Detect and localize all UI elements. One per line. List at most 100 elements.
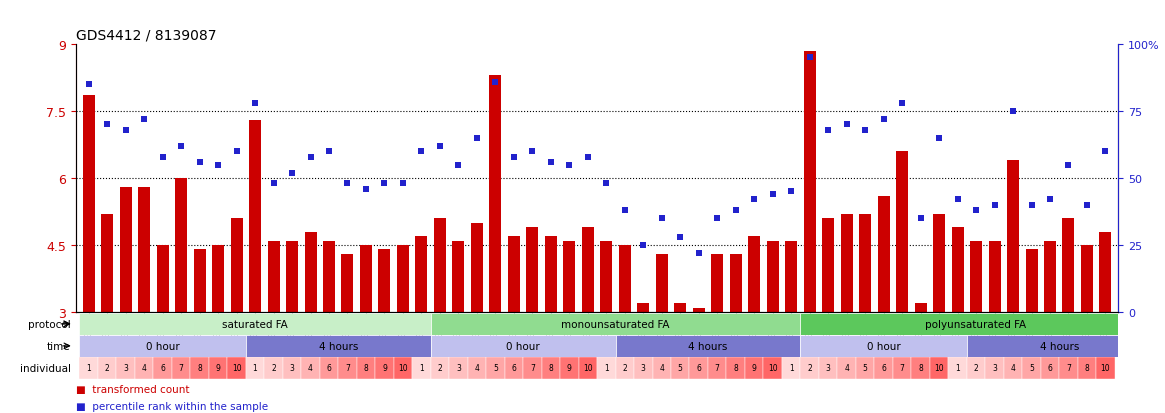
Bar xyxy=(135,357,154,379)
Text: monounsaturated FA: monounsaturated FA xyxy=(562,319,670,329)
Text: 10: 10 xyxy=(768,363,777,373)
Text: 1: 1 xyxy=(603,363,608,373)
Point xyxy=(190,159,209,166)
Bar xyxy=(744,357,763,379)
Bar xyxy=(209,357,227,379)
Point xyxy=(542,159,560,166)
Bar xyxy=(656,254,668,312)
Point xyxy=(579,154,598,161)
Text: 10: 10 xyxy=(398,363,408,373)
Bar xyxy=(360,245,372,312)
Bar xyxy=(841,214,853,312)
Text: 6: 6 xyxy=(697,363,701,373)
Point xyxy=(264,180,283,187)
Text: 5: 5 xyxy=(493,363,497,373)
Bar xyxy=(231,218,242,312)
Bar xyxy=(79,335,246,357)
Point xyxy=(431,143,450,150)
Bar xyxy=(763,357,782,379)
Text: 0 hour: 0 hour xyxy=(507,341,541,351)
Bar xyxy=(156,245,169,312)
Text: 1: 1 xyxy=(419,363,424,373)
Point xyxy=(79,82,98,88)
Bar xyxy=(545,237,557,312)
Text: 6: 6 xyxy=(881,363,887,373)
Text: 1: 1 xyxy=(955,363,960,373)
Text: 8: 8 xyxy=(918,363,923,373)
Bar xyxy=(619,245,630,312)
Text: 4: 4 xyxy=(1010,363,1016,373)
Point xyxy=(449,162,467,169)
Text: 9: 9 xyxy=(382,363,387,373)
Bar xyxy=(450,357,467,379)
Point xyxy=(209,162,227,169)
Point xyxy=(302,154,320,161)
Text: 1: 1 xyxy=(86,363,91,373)
Bar xyxy=(227,357,246,379)
Text: 6: 6 xyxy=(511,363,516,373)
Text: 8: 8 xyxy=(1085,363,1089,373)
Bar xyxy=(967,357,986,379)
Text: 5: 5 xyxy=(678,363,683,373)
Point xyxy=(523,149,542,155)
Text: 6: 6 xyxy=(1047,363,1052,373)
Point xyxy=(135,116,154,123)
Point xyxy=(800,55,819,62)
Text: GDS4412 / 8139087: GDS4412 / 8139087 xyxy=(76,28,217,43)
Bar xyxy=(268,241,280,312)
Bar xyxy=(892,357,911,379)
Text: 9: 9 xyxy=(567,363,572,373)
Bar xyxy=(175,178,188,312)
Text: 10: 10 xyxy=(934,363,944,373)
Text: 2: 2 xyxy=(807,363,812,373)
Point xyxy=(1022,202,1040,209)
Point xyxy=(246,100,264,107)
Bar xyxy=(101,214,113,312)
Bar xyxy=(911,357,930,379)
Bar xyxy=(967,335,1152,357)
Text: 3: 3 xyxy=(826,363,831,373)
Point xyxy=(652,215,671,222)
Point xyxy=(1059,162,1078,169)
Bar xyxy=(79,313,431,335)
Bar xyxy=(560,357,579,379)
Text: 4 hours: 4 hours xyxy=(1039,341,1079,351)
Text: 7: 7 xyxy=(530,363,535,373)
Text: 7: 7 xyxy=(715,363,720,373)
Bar xyxy=(800,357,819,379)
Bar xyxy=(1044,241,1055,312)
Bar xyxy=(711,254,723,312)
Text: 4: 4 xyxy=(308,363,313,373)
Bar xyxy=(338,357,356,379)
Point xyxy=(596,180,615,187)
Bar xyxy=(542,357,560,379)
Bar xyxy=(859,214,871,312)
Bar xyxy=(1004,357,1022,379)
Text: 8: 8 xyxy=(197,363,202,373)
Point xyxy=(171,143,190,150)
Point xyxy=(874,116,892,123)
Bar xyxy=(302,357,319,379)
Bar xyxy=(675,303,686,312)
Text: 7: 7 xyxy=(178,363,184,373)
Text: 10: 10 xyxy=(1101,363,1110,373)
Point xyxy=(116,127,135,134)
Point xyxy=(154,154,172,161)
Bar xyxy=(394,357,412,379)
Point xyxy=(948,197,967,203)
Point xyxy=(892,100,911,107)
Text: ■  transformed count: ■ transformed count xyxy=(76,385,189,394)
Text: 3: 3 xyxy=(456,363,461,373)
Bar xyxy=(838,357,856,379)
Text: 3: 3 xyxy=(993,363,997,373)
Bar xyxy=(1096,357,1115,379)
Bar xyxy=(933,214,945,312)
Text: 4: 4 xyxy=(474,363,479,373)
Bar xyxy=(471,223,483,312)
Bar xyxy=(690,357,708,379)
Point xyxy=(319,149,338,155)
Bar xyxy=(748,237,761,312)
Text: 2: 2 xyxy=(974,363,979,373)
Bar xyxy=(637,303,649,312)
Bar xyxy=(527,228,538,312)
